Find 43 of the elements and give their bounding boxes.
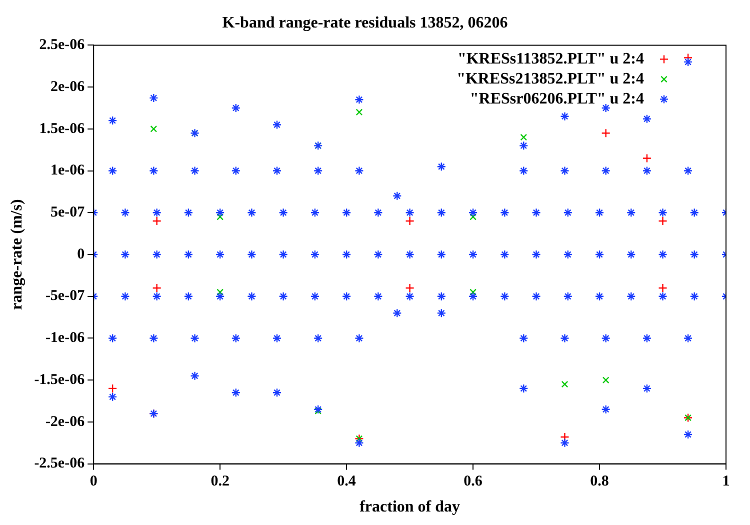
point [108,384,118,394]
point [405,283,414,293]
point [152,216,162,226]
x-tick-label: 0.2 [210,474,230,490]
legend-label: "KRESs113852.PLT" u 2:4 [457,50,644,68]
legend-label: "KRESs213852.PLT" u 2:4 [456,70,644,88]
x-tick-label: 0 [90,474,98,490]
legend-label: "RESsr06206.PLT" u 2:4 [470,90,644,108]
point [216,288,224,296]
y-tick-label: 1e-06 [50,162,86,179]
point [658,283,668,293]
y-tick-label: 0 [77,246,85,262]
y-tick-label: 5e-07 [50,204,86,221]
point [356,108,363,116]
x-tick-label: 1 [722,474,730,490]
y-tick-label: 1.5e-06 [39,120,86,137]
x-tick-label: 0.4 [337,474,356,490]
point [560,432,570,442]
point [150,125,158,132]
point [602,376,610,384]
point [658,216,668,226]
y-tick-label: -2.5e-06 [34,456,86,472]
y-tick-label: 2e-06 [50,78,86,95]
point [470,213,476,220]
point [520,134,528,141]
point [642,154,652,163]
point [152,283,162,293]
y-tick-label: -1.5e-06 [34,372,86,388]
point [470,288,476,296]
y-axis-title: range-rate (m/s) [8,199,26,310]
point [314,408,322,414]
y-tick-label: 2.5e-06 [39,37,86,54]
y-tick-label: -1e-06 [45,330,86,346]
y-tick-label: -5e-07 [45,288,86,304]
y-tick-label: -2e-06 [45,414,86,430]
point [601,128,610,138]
point [216,213,224,220]
x-axis-title: fraction of day [360,498,460,516]
x-tick-label: 0.6 [464,474,483,490]
point [561,380,568,388]
point [405,216,414,226]
x-tick-label: 0.8 [590,474,609,490]
chart-title: K-band range-rate residuals 13852, 06206 [222,14,508,32]
